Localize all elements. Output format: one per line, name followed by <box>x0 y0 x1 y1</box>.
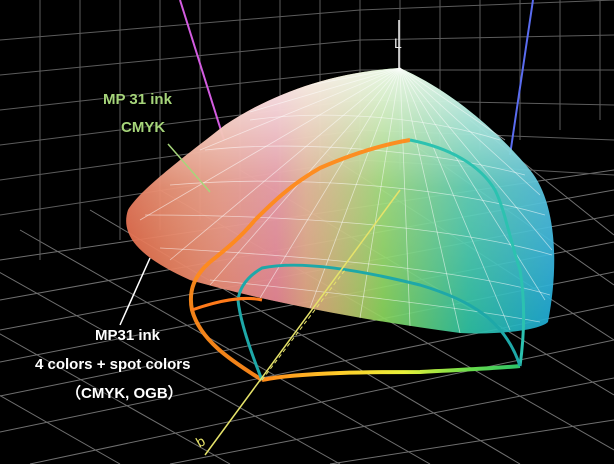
cmyk-label-line1: MP 31 ink <box>103 91 172 108</box>
b-axis-line <box>204 189 401 456</box>
spot-color-gamut-outline <box>189 138 526 382</box>
b-axis-dashed <box>261 269 346 381</box>
magenta-guide-line <box>179 0 225 141</box>
axis-b-label: b <box>193 432 208 450</box>
blue-guide-line <box>509 0 534 156</box>
spot-label-line1: MP31 ink <box>95 327 161 344</box>
cmyk-label-line2: CMYK <box>121 119 166 136</box>
cmyk-gamut-solid <box>126 68 555 334</box>
spot-leader-line <box>119 257 151 326</box>
spot-label-line3: （CMYK, OGB） <box>66 385 183 402</box>
spot-label-line2: 4 colors + spot colors <box>35 356 191 373</box>
cmyk-leader-line <box>167 143 211 193</box>
axis-l-label: L <box>394 35 402 51</box>
